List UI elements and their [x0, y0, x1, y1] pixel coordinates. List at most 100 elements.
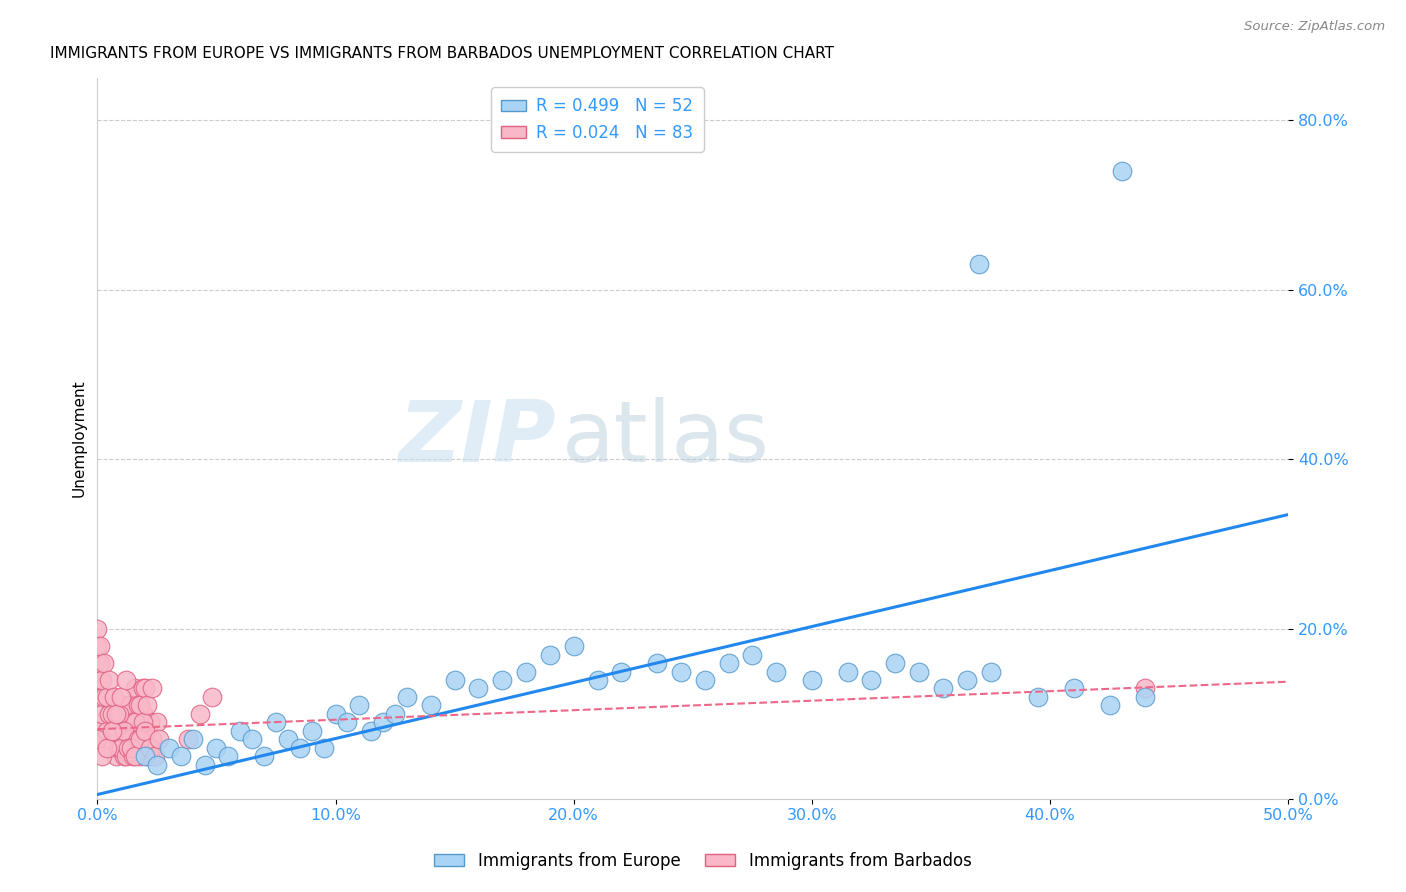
Point	[117, 740, 139, 755]
Point	[395, 690, 418, 704]
Point	[120, 740, 142, 755]
Point	[124, 715, 146, 730]
Point	[860, 673, 883, 687]
Point	[134, 723, 156, 738]
Point	[693, 673, 716, 687]
Point	[105, 706, 128, 721]
Point	[131, 706, 153, 721]
Point	[264, 715, 287, 730]
Point	[336, 715, 359, 730]
Point	[979, 665, 1001, 679]
Point	[136, 698, 159, 713]
Point	[1135, 690, 1157, 704]
Point	[139, 740, 162, 755]
Point	[105, 749, 128, 764]
Text: Source: ZipAtlas.com: Source: ZipAtlas.com	[1244, 20, 1385, 33]
Point	[122, 749, 145, 764]
Point	[103, 690, 125, 704]
Point	[107, 706, 129, 721]
Point	[86, 673, 108, 687]
Point	[115, 673, 138, 687]
Point	[181, 732, 204, 747]
Point	[669, 665, 692, 679]
Point	[136, 749, 159, 764]
Point	[91, 749, 114, 764]
Point	[1111, 164, 1133, 178]
Point	[515, 665, 537, 679]
Point	[538, 648, 561, 662]
Point	[240, 732, 263, 747]
Point	[93, 690, 115, 704]
Point	[645, 656, 668, 670]
Point	[93, 732, 115, 747]
Point	[288, 740, 311, 755]
Point	[91, 673, 114, 687]
Point	[120, 698, 142, 713]
Text: atlas: atlas	[562, 397, 770, 480]
Point	[884, 656, 907, 670]
Point	[146, 715, 169, 730]
Point	[86, 723, 108, 738]
Point	[139, 749, 162, 764]
Point	[373, 715, 395, 730]
Point	[384, 706, 406, 721]
Point	[103, 723, 125, 738]
Point	[141, 681, 163, 696]
Point	[491, 673, 513, 687]
Point	[157, 740, 180, 755]
Point	[800, 673, 823, 687]
Point	[443, 673, 465, 687]
Point	[107, 740, 129, 755]
Point	[139, 715, 162, 730]
Point	[562, 639, 585, 653]
Point	[301, 723, 323, 738]
Y-axis label: Unemployment: Unemployment	[72, 379, 86, 497]
Point	[98, 673, 121, 687]
Point	[170, 749, 193, 764]
Point	[610, 665, 633, 679]
Point	[124, 749, 146, 764]
Point	[100, 740, 122, 755]
Point	[96, 740, 118, 755]
Legend: R = 0.499   N = 52, R = 0.024   N = 83: R = 0.499 N = 52, R = 0.024 N = 83	[492, 87, 703, 152]
Point	[193, 757, 215, 772]
Point	[96, 723, 118, 738]
Point	[127, 698, 149, 713]
Point	[131, 715, 153, 730]
Point	[98, 706, 121, 721]
Point	[188, 706, 211, 721]
Point	[967, 257, 990, 271]
Point	[177, 732, 200, 747]
Point	[115, 749, 138, 764]
Point	[89, 673, 111, 687]
Text: IMMIGRANTS FROM EUROPE VS IMMIGRANTS FROM BARBADOS UNEMPLOYMENT CORRELATION CHAR: IMMIGRANTS FROM EUROPE VS IMMIGRANTS FRO…	[49, 46, 834, 62]
Point	[110, 690, 132, 704]
Point	[217, 749, 239, 764]
Point	[103, 723, 125, 738]
Point	[86, 656, 108, 670]
Point	[115, 715, 138, 730]
Point	[717, 656, 740, 670]
Point	[136, 723, 159, 738]
Point	[229, 723, 252, 738]
Point	[360, 723, 382, 738]
Point	[1063, 681, 1085, 696]
Point	[100, 706, 122, 721]
Point	[205, 740, 228, 755]
Point	[117, 732, 139, 747]
Point	[127, 690, 149, 704]
Point	[89, 690, 111, 704]
Point	[129, 698, 152, 713]
Point	[107, 740, 129, 755]
Point	[134, 681, 156, 696]
Point	[112, 698, 135, 713]
Point	[349, 698, 371, 713]
Point	[93, 656, 115, 670]
Point	[143, 749, 166, 764]
Point	[277, 732, 299, 747]
Point	[89, 639, 111, 653]
Point	[86, 639, 108, 653]
Point	[253, 749, 276, 764]
Point	[419, 698, 441, 713]
Point	[312, 740, 335, 755]
